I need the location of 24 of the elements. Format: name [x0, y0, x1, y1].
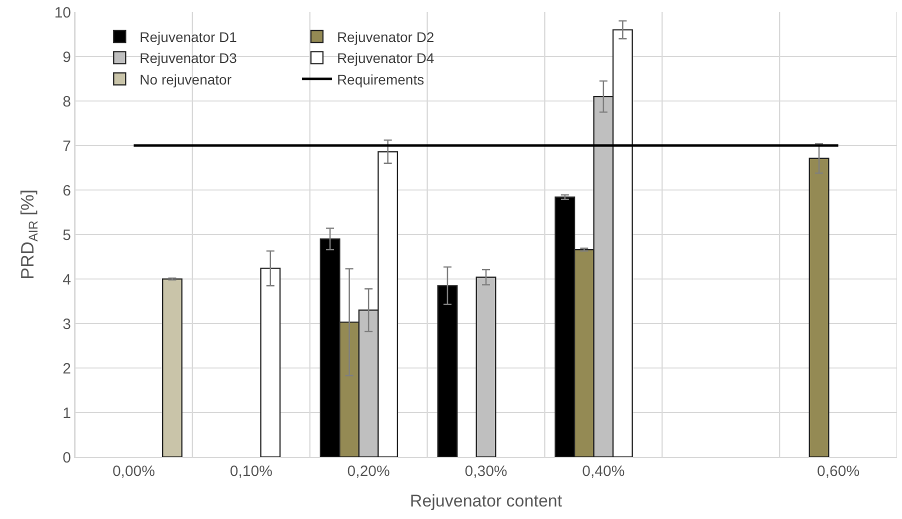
y-tick-label: 7 — [62, 138, 71, 155]
y-tick-label: 9 — [62, 48, 71, 66]
x-tick-label: 0,10% — [230, 463, 272, 480]
x-axis-title: Rejuvenator content — [410, 491, 562, 510]
y-tick-label: 0 — [62, 449, 71, 466]
x-tick-label: 0,40% — [582, 463, 625, 480]
x-tick-label: 0,20% — [347, 463, 390, 480]
x-tick-label: 0,60% — [817, 463, 860, 480]
legend-label: Rejuvenator D4 — [336, 50, 434, 66]
y-tick-label: 5 — [62, 226, 71, 244]
legend-label: Rejuvenator D2 — [336, 28, 434, 45]
y-tick-label: 4 — [62, 271, 71, 288]
legend-label: Rejuvenator D1 — [140, 28, 238, 45]
y-tick-label: 10 — [54, 4, 71, 22]
legend-label: No rejuvenator — [140, 71, 232, 88]
x-tick-label: 0,30% — [464, 463, 508, 480]
y-tick-label: 6 — [62, 182, 71, 200]
y-tick-label: 8 — [62, 93, 71, 110]
y-tick-label: 1 — [62, 404, 71, 422]
y-tick-label: 2 — [62, 360, 71, 378]
x-tick-label: 0,00% — [112, 463, 155, 480]
legend-label: Rejuvenator D3 — [140, 50, 238, 66]
legend-label: Requirements — [336, 71, 424, 88]
y-tick-label: 3 — [62, 316, 71, 333]
